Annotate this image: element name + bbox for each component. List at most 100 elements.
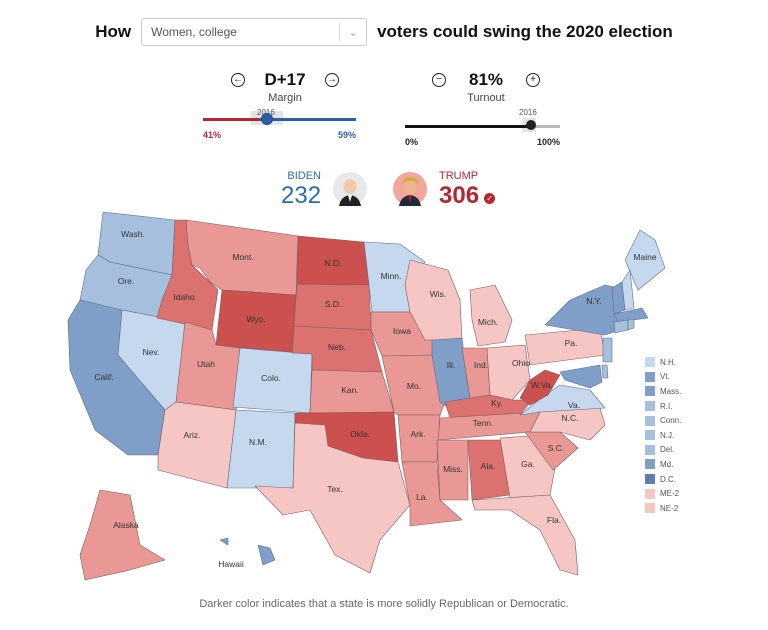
legend-label: N.J. [660,430,675,440]
state-label: Va. [568,400,580,410]
turnout-label: Turnout [467,92,505,104]
state-label: Fla. [547,515,561,525]
state-label: Nev. [143,347,160,357]
biden-portrait-icon [339,178,361,206]
margin-slider-handle[interactable] [261,113,273,125]
state-label: Wyo. [246,314,265,324]
state-label: Iowa [393,326,411,336]
headline-prefix: How [95,22,132,41]
arrow-right-circle-icon[interactable]: → [325,73,339,87]
trump-portrait-icon [399,176,421,206]
legend-item[interactable]: N.H. [645,355,681,370]
state-ma[interactable] [613,307,649,323]
state-label: Alaska [113,520,139,530]
state-label: Utah [197,359,215,369]
minus-circle-icon[interactable]: − [432,73,446,87]
legend-item[interactable]: Mass. [645,384,681,399]
plus-circle-icon[interactable]: + [526,73,540,87]
state-label: Ore. [118,276,135,286]
legend-label: Mass. [660,386,682,396]
legend-swatch [645,503,655,514]
small-states-legend: N.H. Vt. Mass. R.I. Conn. N.J. Del. Md. D.C. ME-2… [645,355,681,516]
legend-item[interactable]: N.J. [645,428,681,443]
margin-track-rep [203,118,259,121]
legend-item[interactable]: D.C. [645,472,681,487]
turnout-slider[interactable]: 2016 0% 100% [405,108,560,151]
state-ny[interactable] [544,284,621,336]
state-fla[interactable] [471,494,579,576]
state-label: N.C. [562,413,579,423]
legend-item[interactable]: ME-2 [645,486,681,501]
turnout-slider-handle[interactable] [526,120,536,130]
state-label: N.D. [325,258,342,268]
state-label: Wis. [430,289,447,299]
legend-label: N.H. [660,357,676,367]
state-label: Calif. [94,372,113,382]
legend-swatch [645,386,655,397]
legend-item[interactable]: R.I. [645,399,681,414]
state-label: Ill. [447,360,456,370]
state-label: Mont. [232,252,253,262]
state-hawaii[interactable] [257,544,276,566]
legend-swatch [645,401,655,412]
state-ariz[interactable] [157,401,237,489]
headline: How Women, college ⌄ voters could swing … [0,18,768,46]
state-label: Maine [633,252,656,262]
voter-group-select[interactable]: Women, college ⌄ [141,18,368,46]
footnote: Darker color indicates that a state is m… [199,598,569,610]
state-nm[interactable] [226,409,296,489]
state-label: Ind. [474,360,488,370]
trump-electoral-votes: 306 [439,182,480,209]
margin-label: Margin [268,92,302,104]
state-mich[interactable] [469,284,513,347]
margin-min-label: 41% [203,130,222,140]
legend-item[interactable]: Vt. [645,370,681,385]
state-maine[interactable] [624,229,666,291]
state-ga[interactable] [499,435,556,499]
state-label: Ky. [491,398,503,408]
margin-slider[interactable]: 2016 41% 59% [203,108,356,148]
state-la[interactable] [401,461,463,527]
biden-electoral-votes: 232 [281,182,322,209]
legend-swatch [645,430,655,441]
state-ct[interactable] [613,319,629,334]
margin-control: ← D+17 → Margin [215,70,355,104]
state-label: Tex. [327,484,343,494]
state-hi2[interactable] [219,537,229,546]
state-ohio[interactable] [486,344,531,401]
state-md[interactable] [559,364,603,389]
state-label: Pa. [565,338,578,348]
legend-item[interactable]: Del. [645,443,681,458]
state-ri[interactable] [627,318,635,331]
biden-name: BIDEN [287,170,321,182]
state-nh[interactable] [621,269,635,311]
state-de[interactable] [601,364,609,379]
legend-swatch [645,444,655,455]
state-tex[interactable] [254,422,411,574]
margin-max-label: 59% [337,130,356,140]
legend-label: D.C. [660,474,676,484]
state-nj[interactable] [602,337,613,363]
turnout-value: 81% [468,70,504,89]
biden-result: BIDEN 232 [281,170,321,210]
state-miss[interactable] [436,439,469,501]
legend-item[interactable]: NE-2 [645,501,681,516]
arrow-left-circle-icon[interactable]: ← [231,73,245,87]
state-label: Minn. [381,271,402,281]
headline-suffix: voters could swing the 2020 election [377,22,673,41]
trump-result: TRUMP 306 ✓ [439,170,496,210]
margin-value: D+17 [264,70,306,89]
state-label: Ohio [512,358,530,368]
state-label: N.Y. [586,296,601,306]
legend-label: Del. [660,445,675,455]
chevron-down-icon[interactable]: ⌄ [348,26,358,39]
legend-swatch [645,371,655,382]
turnout-track-fill [405,125,531,128]
legend-item[interactable]: Md. [645,457,681,472]
state-alaska[interactable] [79,489,166,581]
legend-swatch [645,474,655,485]
legend-item[interactable]: Conn. [645,413,681,428]
state-label: Tenn. [473,418,494,428]
state-label: Okla. [350,429,370,439]
state-wva[interactable] [519,369,561,406]
